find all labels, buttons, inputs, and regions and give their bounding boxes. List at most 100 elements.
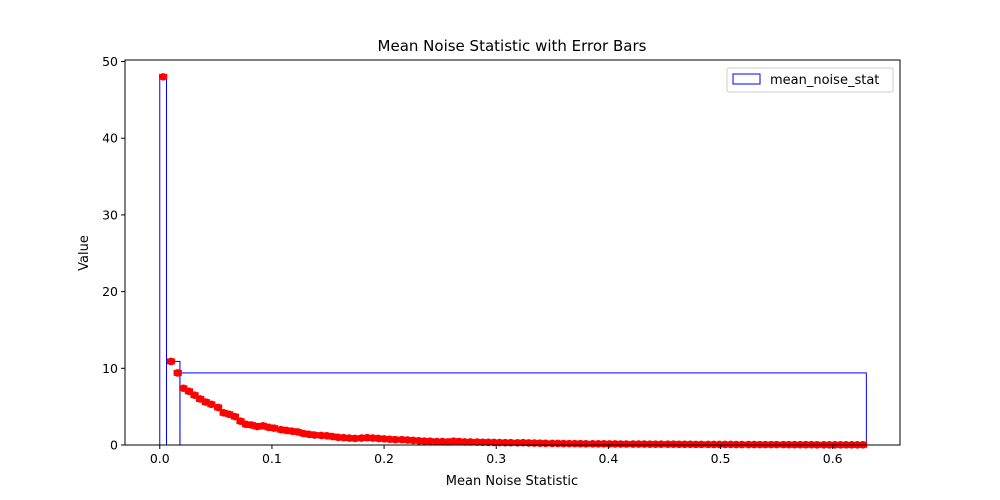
- data-point: [299, 429, 308, 438]
- data-point: [588, 439, 597, 448]
- data-point: [369, 434, 377, 442]
- data-point: [686, 440, 695, 449]
- legend-label: mean_noise_stat: [770, 73, 879, 88]
- y-tick-label: 30: [102, 207, 118, 222]
- data-point: [236, 417, 245, 426]
- data-point: [651, 440, 660, 448]
- data-point: [420, 437, 429, 445]
- x-tick-label: 0.2: [374, 451, 394, 466]
- y-tick-label: 20: [102, 284, 118, 299]
- x-tick-label: 0.0: [150, 451, 170, 466]
- data-point: [196, 395, 204, 403]
- y-axis-ticks: 0 10 20 30 40 50: [102, 54, 125, 453]
- data-point: [242, 420, 250, 429]
- data-point: [444, 438, 452, 446]
- axes-frame: [124, 59, 901, 446]
- data-point: [576, 439, 585, 448]
- x-tick-label: 0.5: [711, 451, 731, 466]
- data-point: [675, 440, 683, 449]
- data-point: [605, 440, 614, 448]
- data-point: [646, 440, 654, 448]
- legend: mean_noise_stat: [726, 67, 894, 93]
- data-point: [345, 434, 354, 442]
- y-axis-label: Value: [77, 235, 92, 271]
- x-tick-label: 0.6: [823, 451, 843, 466]
- data-point: [692, 440, 700, 449]
- data-point: [697, 440, 706, 449]
- data-point: [190, 391, 199, 399]
- y-tick-label: 40: [102, 131, 118, 146]
- data-point: [640, 440, 649, 448]
- data-point: [466, 438, 475, 446]
- x-tick-label: 0.4: [598, 451, 618, 466]
- data-point: [484, 438, 493, 447]
- data-point: [680, 440, 689, 449]
- data-point: [363, 433, 372, 442]
- data-point: [726, 440, 735, 449]
- legend-box: [726, 67, 894, 93]
- data-point: [473, 438, 481, 446]
- data-point: [403, 436, 412, 444]
- data-point: [570, 439, 579, 448]
- data-point: [351, 434, 359, 443]
- data-point: [334, 433, 342, 442]
- data-point: [391, 435, 400, 444]
- data-point: [657, 440, 665, 449]
- data-point: [669, 440, 678, 449]
- data-point: [214, 403, 222, 412]
- data-point: [704, 440, 713, 449]
- y-tick-label: 0: [110, 438, 118, 453]
- x-axis-ticks: 0.0 0.1 0.2 0.3 0.4 0.5 0.6: [150, 445, 843, 466]
- data-point: [167, 357, 175, 366]
- data-point: [582, 439, 590, 448]
- data-point: [288, 427, 296, 435]
- data-point: [374, 434, 383, 443]
- data-point: [455, 437, 464, 446]
- data-point: [600, 440, 608, 448]
- data-point: [710, 440, 718, 449]
- data-point: [634, 440, 643, 448]
- data-point: [339, 433, 348, 442]
- data-point: [629, 440, 637, 448]
- data-point: [565, 439, 573, 448]
- data-point: [310, 431, 319, 439]
- data-point: [159, 73, 167, 81]
- data-point: [398, 435, 406, 444]
- data-point: [323, 431, 331, 440]
- data-point: [380, 435, 388, 443]
- chart-title: Mean Noise Statistic with Error Bars: [378, 37, 647, 55]
- data-point: [449, 437, 458, 445]
- data-point: [415, 436, 423, 445]
- data-point: [616, 440, 625, 448]
- data-point: [385, 435, 394, 444]
- y-tick-label: 50: [102, 54, 118, 69]
- data-point: [305, 430, 313, 439]
- x-tick-label: 0.3: [486, 451, 506, 466]
- data-point: [490, 438, 498, 447]
- data-point: [282, 426, 291, 435]
- data-point: [664, 440, 672, 449]
- data-point: [173, 369, 182, 377]
- data-point: [461, 438, 469, 446]
- x-tick-label: 0.1: [262, 451, 282, 466]
- data-point: [207, 400, 216, 409]
- data-point: [253, 422, 262, 431]
- data-point: [426, 437, 434, 445]
- data-point: [594, 440, 603, 448]
- data-point: [231, 412, 239, 421]
- data-point: [264, 423, 273, 432]
- data-point: [715, 440, 724, 449]
- data-point: [179, 384, 188, 393]
- data-point: [541, 439, 550, 448]
- data-point: [317, 431, 326, 440]
- data-point: [721, 440, 729, 449]
- data-point: [277, 425, 285, 434]
- data-point: [478, 438, 487, 447]
- x-axis-label: Mean Noise Statistic: [446, 474, 578, 489]
- data-point: [328, 432, 337, 441]
- data-point: [357, 434, 366, 442]
- data-point: [185, 387, 193, 396]
- data-point: [611, 440, 619, 448]
- y-tick-label: 10: [102, 361, 118, 376]
